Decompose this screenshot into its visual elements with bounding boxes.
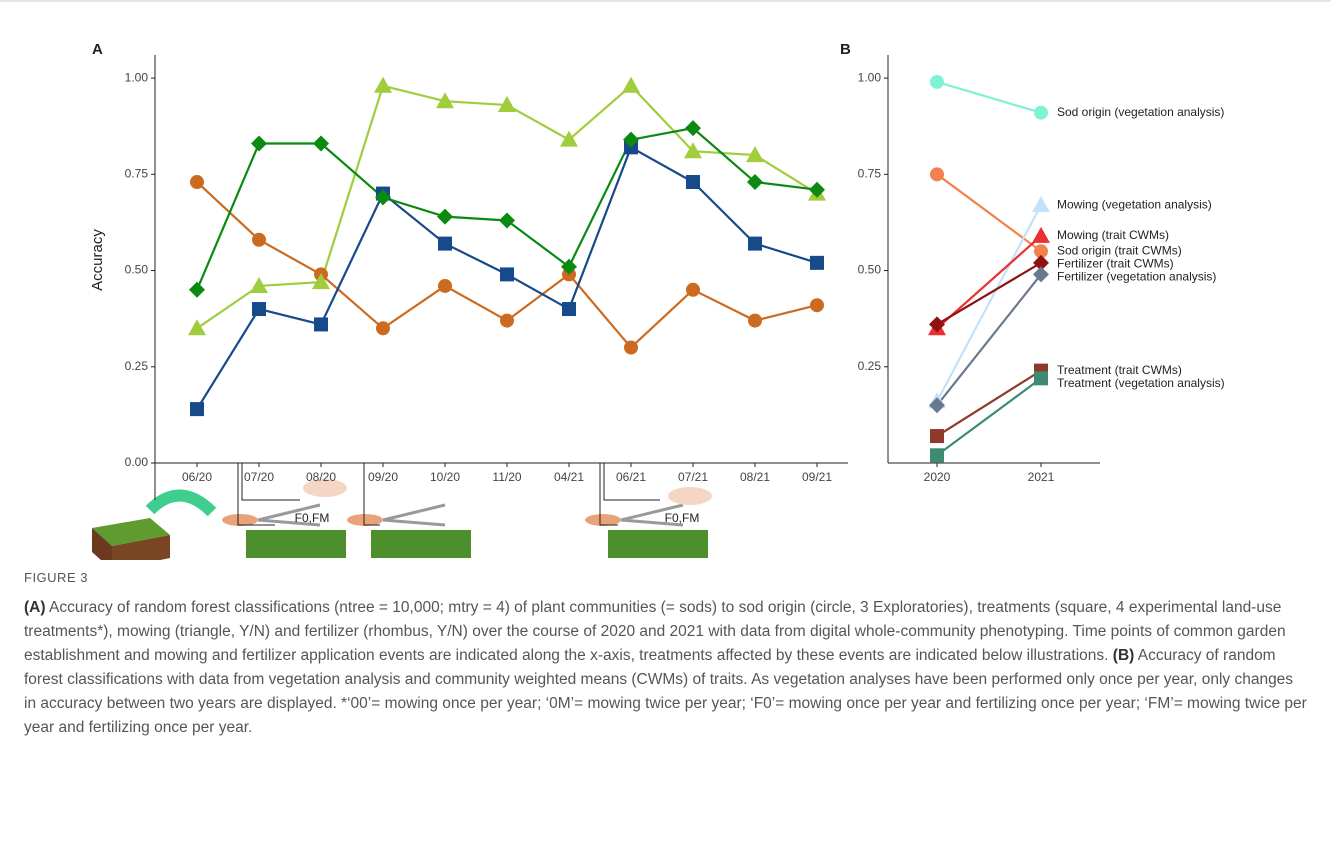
point — [1034, 106, 1048, 120]
x-tick-label: 07/21 — [678, 470, 708, 484]
point — [930, 448, 944, 462]
point — [748, 237, 762, 251]
y-tick-label: 0.50 — [858, 263, 882, 277]
point — [189, 282, 205, 298]
point — [500, 267, 514, 281]
x-tick-label: 2021 — [1028, 470, 1055, 484]
y-tick-label: 0.25 — [858, 359, 882, 373]
y-tick-label: 0.75 — [858, 166, 882, 180]
y-tick-label: 0.50 — [125, 263, 149, 277]
series-label: Treatment (trait CWMs) — [1057, 363, 1182, 377]
point — [437, 209, 453, 225]
series-label: Sod origin (trait CWMs) — [1057, 243, 1182, 257]
series-label: Mowing (trait CWMs) — [1057, 228, 1169, 242]
point — [748, 314, 762, 328]
event-label: F0,FM — [295, 511, 330, 525]
x-tick-label: 06/21 — [616, 470, 646, 484]
panel-label: B — [840, 41, 851, 58]
y-axis-label: Accuracy — [89, 229, 106, 291]
point — [930, 429, 944, 443]
y-tick-label: 0.25 — [125, 359, 149, 373]
caption: FIGURE 3 (A) Accuracy of random forest c… — [24, 566, 1309, 740]
point — [252, 302, 266, 316]
series-line — [937, 371, 1041, 436]
figure-label: FIGURE 3 — [24, 566, 1309, 590]
point — [930, 167, 944, 181]
x-tick-label: 2020 — [924, 470, 951, 484]
x-tick-label: 10/20 — [430, 470, 460, 484]
point — [562, 302, 576, 316]
y-tick-label: 1.00 — [858, 70, 882, 84]
point — [624, 341, 638, 355]
point — [500, 314, 514, 328]
x-tick-label: 04/21 — [554, 470, 584, 484]
event-label: F0,FM — [665, 511, 700, 525]
point — [622, 77, 640, 93]
point — [686, 283, 700, 297]
caption-segment: (A) — [24, 599, 46, 616]
point — [930, 75, 944, 89]
point — [1034, 371, 1048, 385]
point — [499, 213, 515, 229]
point — [438, 237, 452, 251]
x-tick-label: 07/20 — [244, 470, 274, 484]
point — [810, 256, 824, 270]
point — [376, 321, 390, 335]
caption-segment: Accuracy of random forest classification… — [24, 599, 1286, 664]
point — [686, 175, 700, 189]
figure: A Accuracy 0.00 0.25 0.50 0.75 1.00 06/20 07/20 0… — [0, 0, 1331, 560]
point — [190, 175, 204, 189]
series-label: Fertilizer (vegetation analysis) — [1057, 269, 1216, 283]
y-tick-label: 0.00 — [125, 455, 149, 469]
point — [314, 317, 328, 331]
point — [810, 298, 824, 312]
series-label: Treatment (vegetation analysis) — [1057, 376, 1225, 390]
point — [188, 319, 206, 335]
point — [251, 136, 267, 152]
event-label: 0M,FM — [641, 559, 678, 560]
panel-label: A — [92, 41, 103, 58]
series-line — [937, 174, 1041, 251]
point — [438, 279, 452, 293]
event-label: 00,0M,F0,FM — [227, 559, 298, 560]
y-tick-label: 1.00 — [125, 70, 149, 84]
point — [252, 233, 266, 247]
point — [1032, 227, 1050, 243]
x-tick-label: 08/20 — [306, 470, 336, 484]
x-tick-label: 09/20 — [368, 470, 398, 484]
x-tick-label: 11/20 — [492, 470, 521, 484]
point — [190, 402, 204, 416]
series-line — [937, 82, 1041, 113]
point — [1032, 196, 1050, 212]
series-line — [937, 205, 1041, 401]
series-label: Sod origin (vegetation analysis) — [1057, 105, 1224, 119]
caption-segment: (B) — [1113, 647, 1135, 664]
event-label: 0M,FM — [381, 559, 418, 560]
y-tick-label: 0.75 — [125, 166, 149, 180]
series-label: Mowing (vegetation analysis) — [1057, 197, 1212, 211]
series-line — [937, 378, 1041, 455]
x-tick-label: 08/21 — [740, 470, 770, 484]
caption-text: (A) Accuracy of random forest classifica… — [24, 596, 1309, 740]
series-line — [197, 86, 817, 328]
x-tick-label: 06/20 — [182, 470, 212, 484]
point — [374, 77, 392, 93]
x-tick-label: 09/21 — [802, 470, 832, 484]
series-label: Fertilizer (trait CWMs) — [1057, 256, 1174, 270]
page: {"chart_data": [ {"type": "line", "panel… — [0, 0, 1331, 866]
